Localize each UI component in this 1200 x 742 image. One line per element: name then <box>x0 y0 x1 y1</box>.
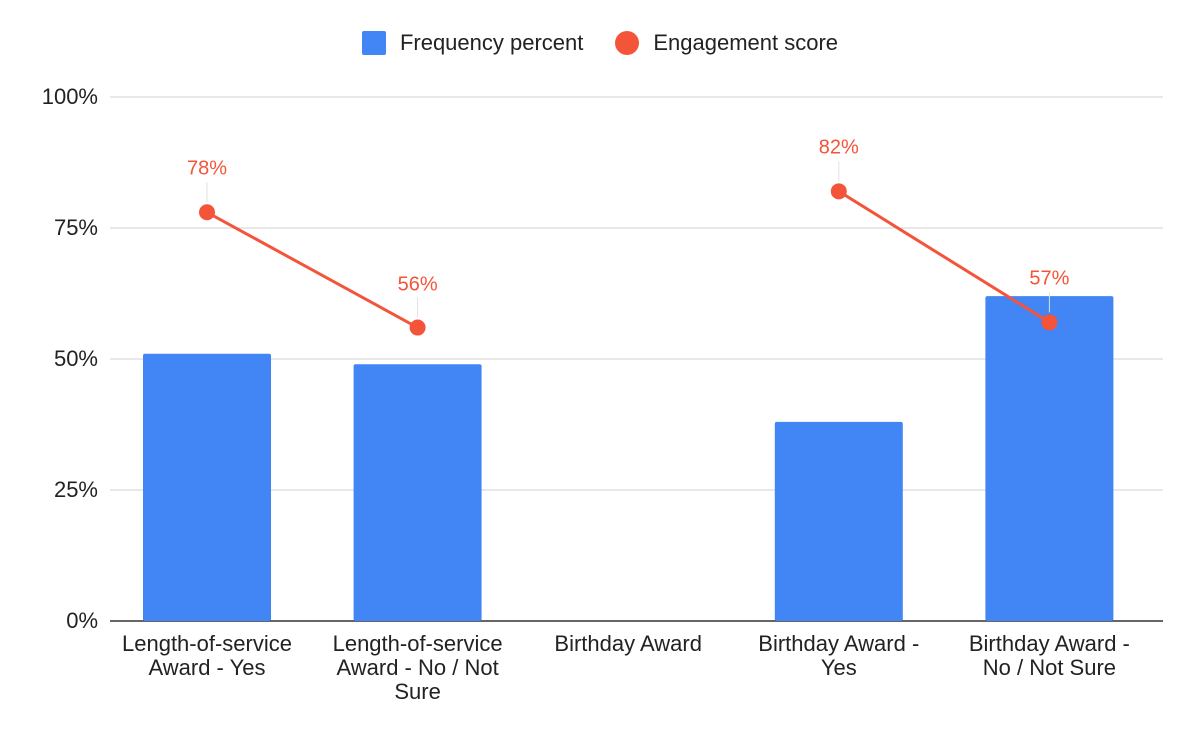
line-segment <box>206 210 419 329</box>
data-point[interactable] <box>409 319 426 336</box>
legend: Frequency percent Engagement score <box>0 30 1200 56</box>
x-tick-label: Length-of-service Award - Yes <box>122 631 292 680</box>
data-label: 82% <box>818 136 859 159</box>
x-tick-label: Birthday Award - Yes <box>758 631 920 680</box>
legend-item-frequency[interactable]: Frequency percent <box>361 30 584 56</box>
line-series <box>206 190 1051 329</box>
data-point[interactable] <box>199 204 215 221</box>
data-label: 78% <box>186 157 228 180</box>
x-tick-label: Birthday Award - No / Not Sure <box>968 631 1130 680</box>
y-tick-label: 75% <box>53 215 98 240</box>
x-tick-label: Length-of-service Award - No / Not Sure <box>332 631 503 704</box>
bar[interactable] <box>353 364 482 621</box>
legend-swatch-bar <box>361 31 386 55</box>
y-tick-label: 100% <box>41 84 98 109</box>
data-point[interactable] <box>1041 314 1058 331</box>
legend-label-engagement: Engagement score <box>653 30 839 55</box>
bar[interactable] <box>143 353 271 621</box>
x-tick-label: Birthday Award <box>554 631 702 656</box>
y-tick-label: 50% <box>53 346 98 371</box>
data-label: 57% <box>1029 267 1070 290</box>
legend-swatch-dot <box>615 31 640 55</box>
line-segment <box>838 190 1051 324</box>
legend-item-engagement[interactable]: Engagement score <box>615 30 838 56</box>
y-tick-label: 25% <box>53 477 98 502</box>
data-label: 56% <box>397 273 438 296</box>
bar[interactable] <box>985 296 1114 621</box>
bar-series <box>143 296 1114 621</box>
data-point[interactable] <box>830 183 847 200</box>
legend-label-frequency: Frequency percent <box>399 30 584 55</box>
y-tick-label: 0% <box>66 608 98 633</box>
bar[interactable] <box>774 421 903 621</box>
point-series <box>199 161 1058 336</box>
